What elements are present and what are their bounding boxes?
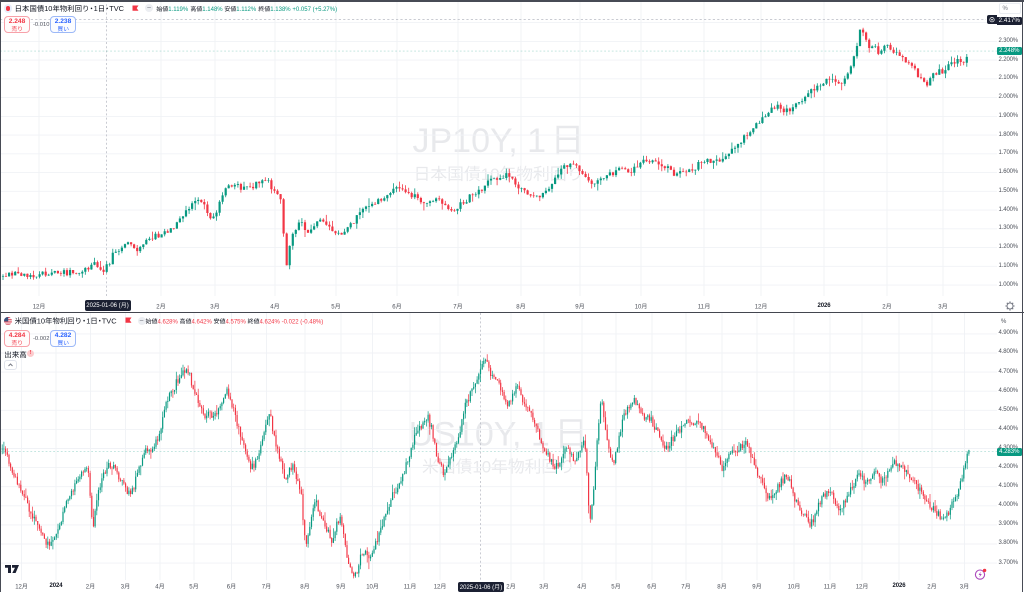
svg-text:JP10Y, 1: JP10Y, 1	[413, 122, 547, 160]
svg-text:10: 10	[472, 457, 491, 476]
svg-text:US10Y, 1: US10Y, 1	[409, 416, 550, 454]
svg-text:10: 10	[481, 165, 500, 184]
